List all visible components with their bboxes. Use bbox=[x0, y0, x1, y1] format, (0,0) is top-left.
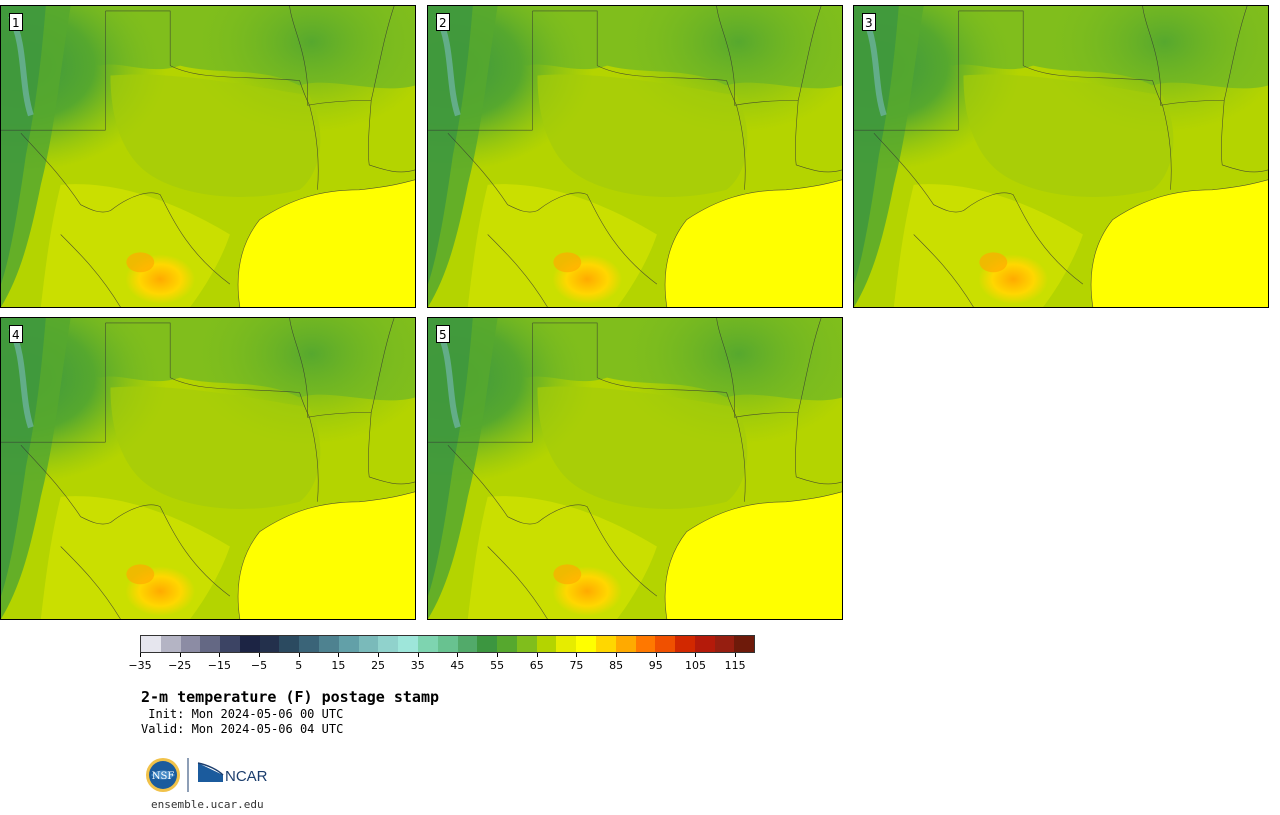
colorbar-tick-label: 105 bbox=[684, 659, 706, 672]
colorbar-tick bbox=[140, 653, 141, 657]
colorbar-segment bbox=[457, 636, 478, 652]
colorbar-segment bbox=[635, 636, 656, 652]
temperature-map bbox=[1, 318, 415, 619]
temperature-map bbox=[1, 6, 415, 307]
colorbar-tick-label: 45 bbox=[450, 659, 465, 672]
colorbar-segment bbox=[398, 636, 418, 652]
colorbar-tick bbox=[616, 653, 618, 657]
colorbar-tick bbox=[259, 653, 261, 657]
colorbar-tick-label: 55 bbox=[490, 659, 505, 672]
colorbar-segment bbox=[595, 636, 616, 652]
colorbar-segment bbox=[200, 636, 221, 652]
colorbar-tick-label: 65 bbox=[529, 659, 544, 672]
member-number-label: 2 bbox=[436, 13, 450, 31]
colorbar-tick-label: 25 bbox=[371, 659, 386, 672]
colorbar-segment bbox=[239, 636, 260, 652]
temperature-colorbar bbox=[140, 635, 755, 653]
colorbar-tick-label: 15 bbox=[331, 659, 346, 672]
valid-time: Valid: Mon 2024-05-06 04 UTC bbox=[141, 722, 344, 736]
colorbar-segment bbox=[160, 636, 181, 652]
chart-title: 2-m temperature (F) postage stamp bbox=[141, 688, 440, 706]
colorbar-segment bbox=[417, 636, 438, 652]
temperature-map bbox=[854, 6, 1268, 307]
ensemble-member-panel-4: 4 bbox=[0, 317, 416, 620]
footer-url: ensemble.ucar.edu bbox=[151, 798, 264, 811]
colorbar-tick bbox=[219, 653, 221, 657]
member-number-label: 5 bbox=[436, 325, 450, 343]
ncar-logo: NCAR bbox=[197, 762, 268, 785]
ensemble-member-panel-5: 5 bbox=[427, 317, 843, 620]
ensemble-member-panel-1: 1 bbox=[0, 5, 416, 308]
colorbar-segment bbox=[338, 636, 359, 652]
colorbar-segment bbox=[141, 636, 161, 652]
colorbar-tick bbox=[695, 653, 697, 657]
colorbar-segment bbox=[437, 636, 458, 652]
colorbar-tick-label: −35 bbox=[128, 659, 152, 672]
colorbar-tick bbox=[298, 653, 300, 657]
temperature-map bbox=[428, 318, 842, 619]
member-number-label: 3 bbox=[862, 13, 876, 31]
colorbar-segment bbox=[536, 636, 557, 652]
colorbar-tick-label: −25 bbox=[168, 659, 192, 672]
temperature-map bbox=[428, 6, 842, 307]
colorbar-segment bbox=[378, 636, 399, 652]
colorbar-segment bbox=[497, 636, 517, 652]
colorbar-segment bbox=[655, 636, 676, 652]
colorbar-segment bbox=[694, 636, 715, 652]
colorbar-segment bbox=[259, 636, 280, 652]
colorbar-tick-label: −5 bbox=[250, 659, 268, 672]
colorbar-tick-label: 75 bbox=[569, 659, 584, 672]
colorbar-tick-label: 5 bbox=[295, 659, 303, 672]
ensemble-member-panel-2: 2 bbox=[427, 5, 843, 308]
init-time: Init: Mon 2024-05-06 00 UTC bbox=[141, 707, 344, 721]
colorbar-tick bbox=[735, 653, 737, 657]
colorbar-segment bbox=[180, 636, 201, 652]
colorbar-tick bbox=[576, 653, 578, 657]
colorbar-segment bbox=[319, 636, 339, 652]
colorbar-tick bbox=[536, 653, 538, 657]
colorbar-tick bbox=[497, 653, 499, 657]
colorbar-tick bbox=[179, 653, 181, 657]
colorbar-segment bbox=[516, 636, 537, 652]
colorbar-tick-label: 35 bbox=[410, 659, 425, 672]
colorbar-tick bbox=[655, 653, 657, 657]
colorbar-tick bbox=[457, 653, 459, 657]
ncar-logo-text: NCAR bbox=[225, 768, 268, 785]
member-number-label: 1 bbox=[9, 13, 23, 31]
colorbar-tick-label: 85 bbox=[609, 659, 624, 672]
nsf-logo-text: NSF bbox=[152, 771, 175, 782]
ensemble-member-panel-3: 3 bbox=[853, 5, 1269, 308]
colorbar-segment bbox=[675, 636, 695, 652]
nsf-logo: NSF bbox=[146, 758, 180, 792]
colorbar-segment bbox=[358, 636, 379, 652]
colorbar-segment bbox=[576, 636, 596, 652]
colorbar-segment bbox=[279, 636, 300, 652]
colorbar-tick-label: 95 bbox=[648, 659, 663, 672]
colorbar-segment bbox=[714, 636, 735, 652]
colorbar-segment bbox=[734, 636, 755, 652]
colorbar-tick-label: 115 bbox=[724, 659, 746, 672]
colorbar-segment bbox=[556, 636, 577, 652]
logos: NSF NCAR bbox=[143, 755, 283, 795]
colorbar-tick bbox=[338, 653, 340, 657]
colorbar-segment bbox=[615, 636, 636, 652]
colorbar-tick-label: −15 bbox=[207, 659, 231, 672]
colorbar-tick-labels: −35 −25 −15 −5 5 15 25 35 45 55 65 75 85 95 105 115 bbox=[128, 653, 755, 673]
member-number-label: 4 bbox=[9, 325, 23, 343]
colorbar-segment bbox=[477, 636, 498, 652]
colorbar-segment bbox=[220, 636, 240, 652]
colorbar-tick bbox=[378, 653, 380, 657]
colorbar-segment bbox=[299, 636, 320, 652]
colorbar-tick bbox=[417, 653, 419, 657]
